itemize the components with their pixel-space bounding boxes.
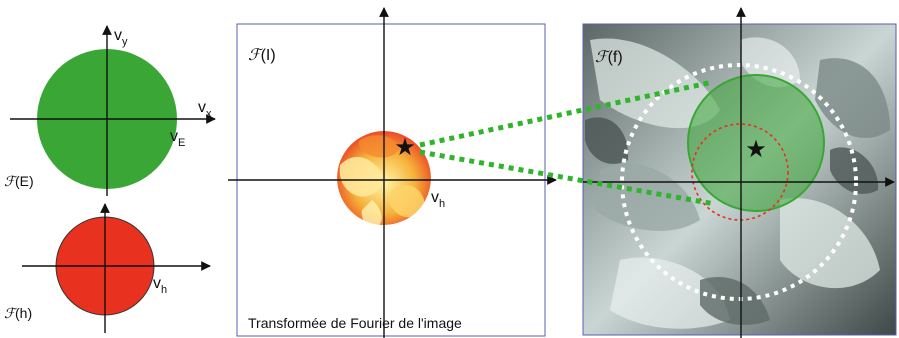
image-ft-panel: ★ vh ℱ(I) Transformée de Fourier de l'im… bbox=[228, 7, 557, 338]
emitter-name: ℱ(E) bbox=[4, 173, 34, 190]
object-ft-panel: ★ ℱ(f) bbox=[582, 7, 897, 338]
object-ft-name: ℱ(f) bbox=[595, 47, 623, 66]
object-ft-texture bbox=[583, 24, 896, 335]
image-ft-caption: Transformée de Fourier de l'image bbox=[248, 315, 462, 331]
pupil-name: ℱ(h) bbox=[4, 305, 32, 322]
image-ft-star-icon: ★ bbox=[394, 133, 416, 161]
object-ft-shifted-pupil bbox=[691, 123, 789, 221]
emitter-axis-y-label: vy bbox=[114, 27, 128, 48]
emitter-radius-label: vE bbox=[170, 128, 185, 149]
emitter-panel: vy vx vE ℱ(E) bbox=[4, 25, 216, 196]
object-ft-frame bbox=[582, 23, 897, 336]
pupil-panel: vh ℱ(h) bbox=[4, 203, 211, 333]
object-ft-star-icon: ★ bbox=[745, 135, 767, 163]
image-ft-name: ℱ(I) bbox=[248, 45, 276, 64]
emitter-axis-x-label: vx bbox=[198, 99, 212, 120]
object-ft-illumination-disk bbox=[687, 74, 825, 212]
image-ft-radius-label: vh bbox=[431, 189, 445, 210]
pupil-radius-label: vh bbox=[153, 275, 167, 296]
